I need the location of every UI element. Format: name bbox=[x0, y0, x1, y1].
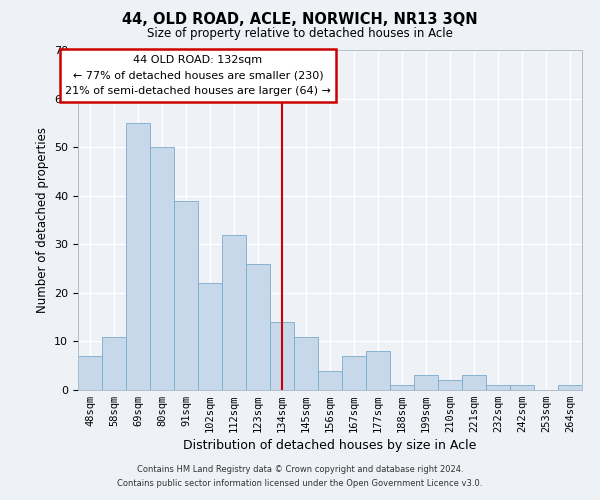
Bar bbox=[126, 123, 150, 390]
Bar bbox=[102, 336, 126, 390]
Y-axis label: Number of detached properties: Number of detached properties bbox=[35, 127, 49, 313]
Bar bbox=[198, 283, 222, 390]
X-axis label: Distribution of detached houses by size in Acle: Distribution of detached houses by size … bbox=[184, 440, 476, 452]
Bar bbox=[222, 234, 246, 390]
Bar bbox=[342, 356, 366, 390]
Bar bbox=[462, 376, 486, 390]
Text: 44 OLD ROAD: 132sqm
← 77% of detached houses are smaller (230)
21% of semi-detac: 44 OLD ROAD: 132sqm ← 77% of detached ho… bbox=[65, 55, 331, 96]
Bar bbox=[390, 385, 414, 390]
Bar bbox=[150, 147, 174, 390]
Bar bbox=[174, 200, 198, 390]
Bar bbox=[246, 264, 270, 390]
Bar bbox=[414, 376, 438, 390]
Bar bbox=[366, 351, 390, 390]
Text: Contains HM Land Registry data © Crown copyright and database right 2024.
Contai: Contains HM Land Registry data © Crown c… bbox=[118, 466, 482, 487]
Bar bbox=[510, 385, 534, 390]
Bar bbox=[558, 385, 582, 390]
Bar bbox=[294, 336, 318, 390]
Text: Size of property relative to detached houses in Acle: Size of property relative to detached ho… bbox=[147, 28, 453, 40]
Bar bbox=[438, 380, 462, 390]
Bar bbox=[318, 370, 342, 390]
Text: 44, OLD ROAD, ACLE, NORWICH, NR13 3QN: 44, OLD ROAD, ACLE, NORWICH, NR13 3QN bbox=[122, 12, 478, 28]
Bar bbox=[486, 385, 510, 390]
Bar bbox=[270, 322, 294, 390]
Bar bbox=[78, 356, 102, 390]
